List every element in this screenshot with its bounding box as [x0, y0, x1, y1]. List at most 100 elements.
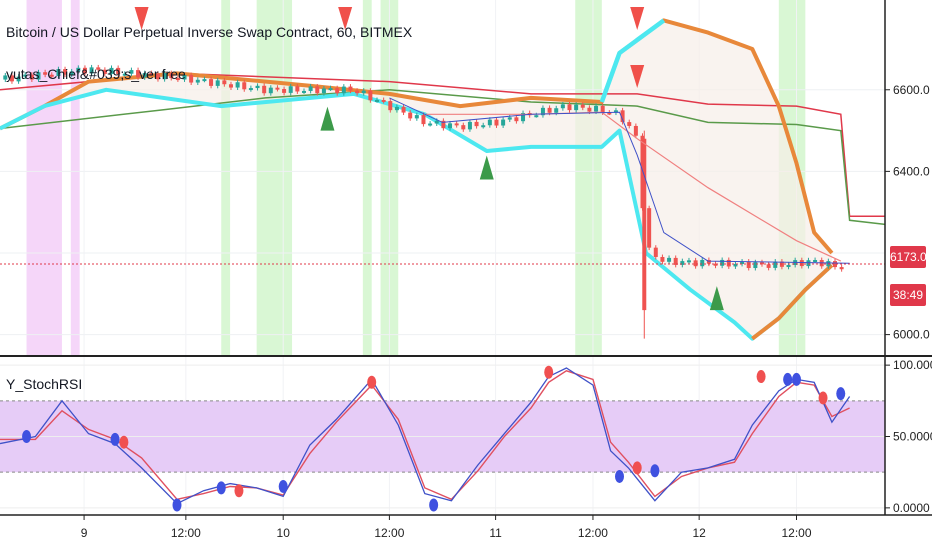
candle-body-3810 [335, 88, 340, 94]
candle-body-4035 [355, 90, 360, 94]
cross-dot-red-6 [818, 391, 828, 405]
candle-body-4335 [381, 99, 386, 102]
upper-band-cyan [599, 18, 666, 103]
candle-body-3510 [308, 86, 313, 91]
candle-body-1110 [96, 67, 101, 70]
candle-body-6285 [554, 108, 559, 113]
candle-body-6885 [607, 112, 612, 115]
candle-body-6960 [613, 110, 618, 113]
candle-body-60 [3, 75, 8, 80]
candle-body-4485 [394, 106, 399, 111]
candle-body-6585 [580, 104, 585, 108]
indicator-legend[interactable]: yutas_Chief&#039;s_ver.free [6, 66, 186, 82]
candle-body-960 [82, 67, 87, 74]
candle-body-8535 [753, 262, 758, 269]
candle-body-2235 [195, 79, 200, 83]
cross-dot-red-4 [632, 461, 642, 475]
candle-body-2160 [189, 74, 194, 83]
candle-body-9510 [839, 267, 844, 270]
price-tick-label-1: 6400.0 [893, 164, 930, 178]
candle-body-7035 [620, 110, 625, 123]
candle-body-3135 [275, 87, 280, 90]
cross-dot-blue-8 [783, 372, 793, 386]
cross-dot-red-1 [234, 484, 244, 498]
candle-body-2685 [235, 82, 240, 88]
candle-body-8235 [726, 259, 731, 267]
signal-zone-pink-1 [70, 0, 80, 355]
cross-dot-red-5 [756, 370, 766, 384]
candle-body-4260 [375, 99, 380, 102]
candle-body-2835 [248, 88, 253, 91]
band-fill [0, 20, 832, 339]
green-envelope-line [0, 89, 886, 226]
candle-body-3585 [315, 86, 320, 94]
time-tick-label-0: 9 [81, 526, 88, 540]
candle-body-810 [69, 71, 74, 75]
cross-dot-red-3 [544, 365, 554, 379]
candle-body-6060 [534, 115, 539, 118]
candle-body-3435 [301, 90, 306, 93]
candle-body-4185 [368, 90, 373, 101]
time-tick-label-5: 12:00 [578, 526, 608, 540]
candle-body-8310 [733, 263, 738, 267]
candle-body-9435 [832, 261, 837, 268]
candle-body-6360 [560, 104, 565, 109]
stoch-k-line [0, 367, 851, 505]
candle-body-5010 [441, 120, 446, 129]
candle-body-8610 [759, 262, 764, 265]
cross-dot-blue-1 [110, 432, 120, 446]
red-envelope-line [0, 72, 885, 218]
candle-body-885 [76, 67, 81, 72]
candle-body-1860 [162, 73, 167, 80]
candle-body-735 [63, 69, 68, 75]
candle-body-1035 [89, 67, 94, 74]
last-price-badge: 6173.0 [890, 246, 927, 268]
cross-dot-red-0 [119, 435, 129, 449]
candle-body-7935 [700, 259, 705, 267]
candle-body-2085 [182, 74, 187, 80]
stoch-d-line [0, 370, 850, 501]
candle-body-4635 [408, 112, 413, 119]
candle-body-9060 [799, 260, 804, 267]
sell-marker-crash [630, 65, 645, 88]
cross-dot-blue-7 [650, 464, 660, 478]
cross-dot-blue-0 [22, 430, 32, 443]
oscillator-legend[interactable]: Y_StochRSI [6, 376, 83, 392]
time-tick-label-3: 12:00 [374, 526, 404, 540]
time-tick-label-7: 12:00 [781, 526, 811, 540]
candle-body-4710 [414, 115, 419, 119]
cross-dot-blue-5 [429, 498, 439, 512]
candle-body-2310 [202, 79, 207, 82]
candle-body-6510 [574, 104, 579, 111]
cross-dot-blue-6 [615, 469, 624, 483]
candle-body-2535 [222, 80, 227, 85]
price-tick-label-2: 6000.0 [893, 328, 930, 342]
candle-body-2010 [175, 78, 180, 81]
candle-body-5910 [521, 113, 526, 122]
candle-body-3060 [268, 87, 273, 94]
cross-dot-blue-9 [792, 372, 801, 386]
candle-body-4935 [434, 120, 439, 124]
candle-body-660 [56, 69, 61, 77]
osc-tick-label-0: 100.0000 [893, 358, 932, 372]
candle-body-5160 [454, 123, 459, 126]
candle-body-7185 [633, 125, 638, 136]
candle-body-6660 [587, 107, 592, 112]
candle-body-8160 [720, 259, 725, 266]
candle-body-7485 [660, 256, 665, 262]
candle-body-1485 [129, 70, 134, 74]
candle-body-1635 [142, 73, 147, 78]
symbol-legend[interactable]: Bitcoin / US Dollar Perpetual Inverse Sw… [6, 24, 413, 40]
candle-body-8010 [706, 259, 711, 264]
candle-body-1935 [169, 73, 174, 79]
cross-dot-blue-3 [216, 481, 226, 495]
cross-dot-blue-4 [278, 479, 288, 493]
candle-body-1185 [102, 69, 107, 74]
candle-body-7110 [627, 122, 632, 126]
candle-body-7635 [673, 257, 678, 265]
signal-zone-pink-0 [26, 0, 62, 355]
candle-body-7560 [667, 257, 672, 262]
candle-body-5835 [514, 117, 519, 122]
buy-marker-0 [320, 106, 335, 131]
